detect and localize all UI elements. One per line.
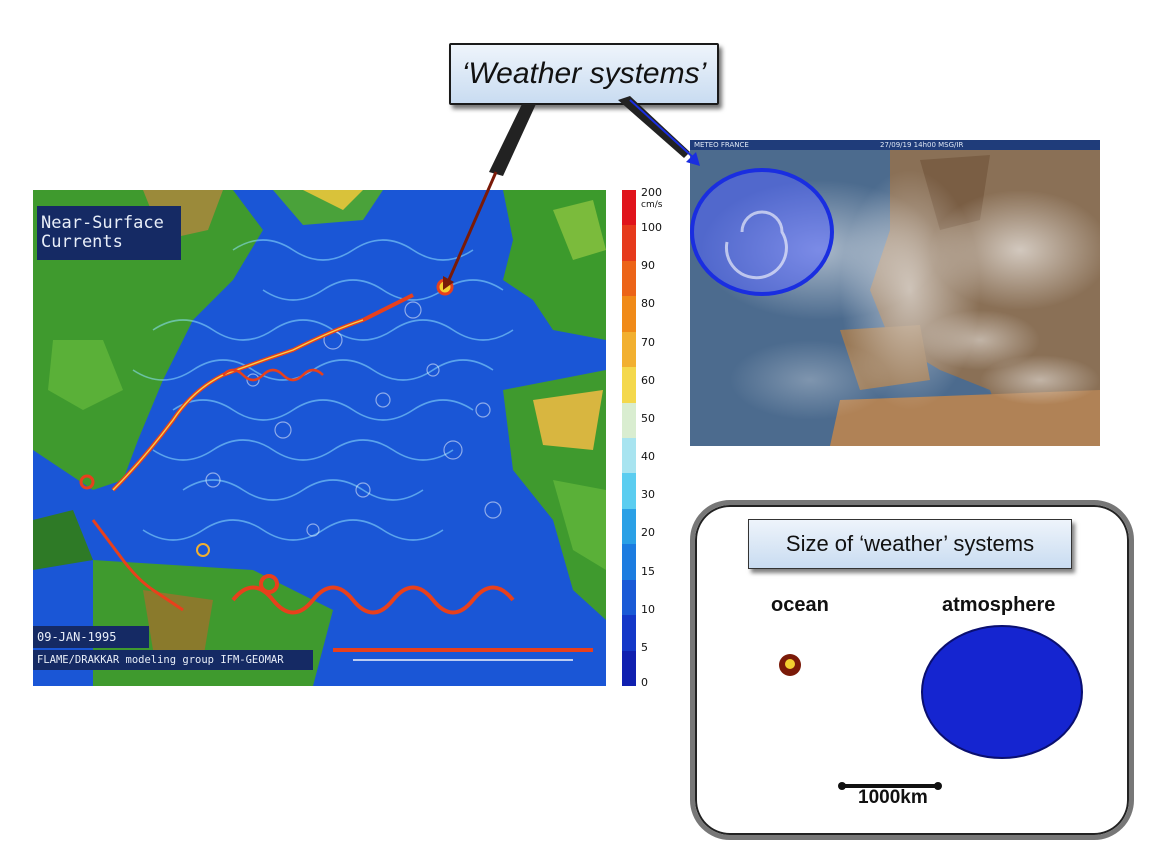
equatorial-current xyxy=(231,585,515,615)
colorbar-segment xyxy=(622,402,636,439)
speed-colorbar xyxy=(622,190,636,687)
ocean-map-graphic xyxy=(33,190,606,686)
map-credit: FLAME/DRAKKAR modeling group IFM-GEOMAR xyxy=(33,650,313,670)
arrow-to-cyclone xyxy=(618,96,690,158)
colorbar-tick-label: 100 xyxy=(641,221,662,235)
colorbar-tick-label: 50 xyxy=(641,411,655,425)
map-title-line2: Currents xyxy=(41,232,123,252)
cyclone-highlight xyxy=(690,168,834,296)
satellite-graphic xyxy=(690,150,1100,446)
greenland-land xyxy=(273,190,383,225)
size-panel-title: Size of ‘weather’ systems xyxy=(748,519,1072,569)
colorbar-tick-label: 5 xyxy=(641,640,648,654)
arrow-to-ocean-eddy xyxy=(489,104,536,176)
colorbar-tick-label: 10 xyxy=(641,602,655,616)
satellite-brand: METEO FRANCE xyxy=(694,141,749,149)
colorbar-segment xyxy=(622,579,636,616)
ocean-currents-map: Near-Surface Currents 09-JAN-1995 FLAME/… xyxy=(33,190,606,686)
colorbar-tick-label: 90 xyxy=(641,259,655,273)
colorbar-tick-label: 60 xyxy=(641,373,655,387)
map-title-line1: Near-Surface xyxy=(41,213,164,233)
colorbar-tick-label: 40 xyxy=(641,450,655,464)
colorbar-tick-label: 20 xyxy=(641,526,655,540)
colorbar-tick-label: 70 xyxy=(641,335,655,349)
colorbar-tick-label: 15 xyxy=(641,564,655,578)
colorbar-segment xyxy=(622,508,636,545)
atmosphere-label: atmosphere xyxy=(942,594,1056,616)
map-date: 09-JAN-1995 xyxy=(33,626,149,648)
satellite-timestamp: 27/09/19 14h00 MSG/IR xyxy=(880,141,964,149)
colorbar-tick-label: 80 xyxy=(641,297,655,311)
colorbar-tick-label: 200 xyxy=(641,186,662,199)
ocean-label: ocean xyxy=(771,594,829,616)
colorbar-segment xyxy=(622,650,636,687)
colorbar-segment xyxy=(622,615,636,652)
colorbar-segment xyxy=(622,438,636,474)
colorbar-segment xyxy=(622,296,636,333)
colorbar-tick-label: 30 xyxy=(641,488,655,502)
colorbar-segment xyxy=(622,473,636,510)
colorbar-segment xyxy=(622,225,636,262)
colorbar-tick-label: 0 xyxy=(641,676,648,689)
colorbar-segment xyxy=(622,544,636,581)
scale-label: 1000km xyxy=(858,787,928,808)
map-title: Near-Surface Currents xyxy=(37,206,181,260)
colorbar-segment xyxy=(622,190,636,226)
highlighted-eddy xyxy=(436,278,454,296)
satellite-header: METEO FRANCE 27/09/19 14h00 MSG/IR xyxy=(690,140,1100,150)
satellite-image: METEO FRANCE 27/09/19 14h00 MSG/IR xyxy=(690,140,1100,446)
colorbar-segment xyxy=(622,260,636,297)
weather-systems-callout: ‘Weather systems’ xyxy=(449,43,719,105)
north-america-land xyxy=(33,190,263,490)
colorbar-segment xyxy=(622,367,636,404)
colorbar-segment xyxy=(622,331,636,368)
colorbar-unit: cm/s xyxy=(641,200,663,210)
